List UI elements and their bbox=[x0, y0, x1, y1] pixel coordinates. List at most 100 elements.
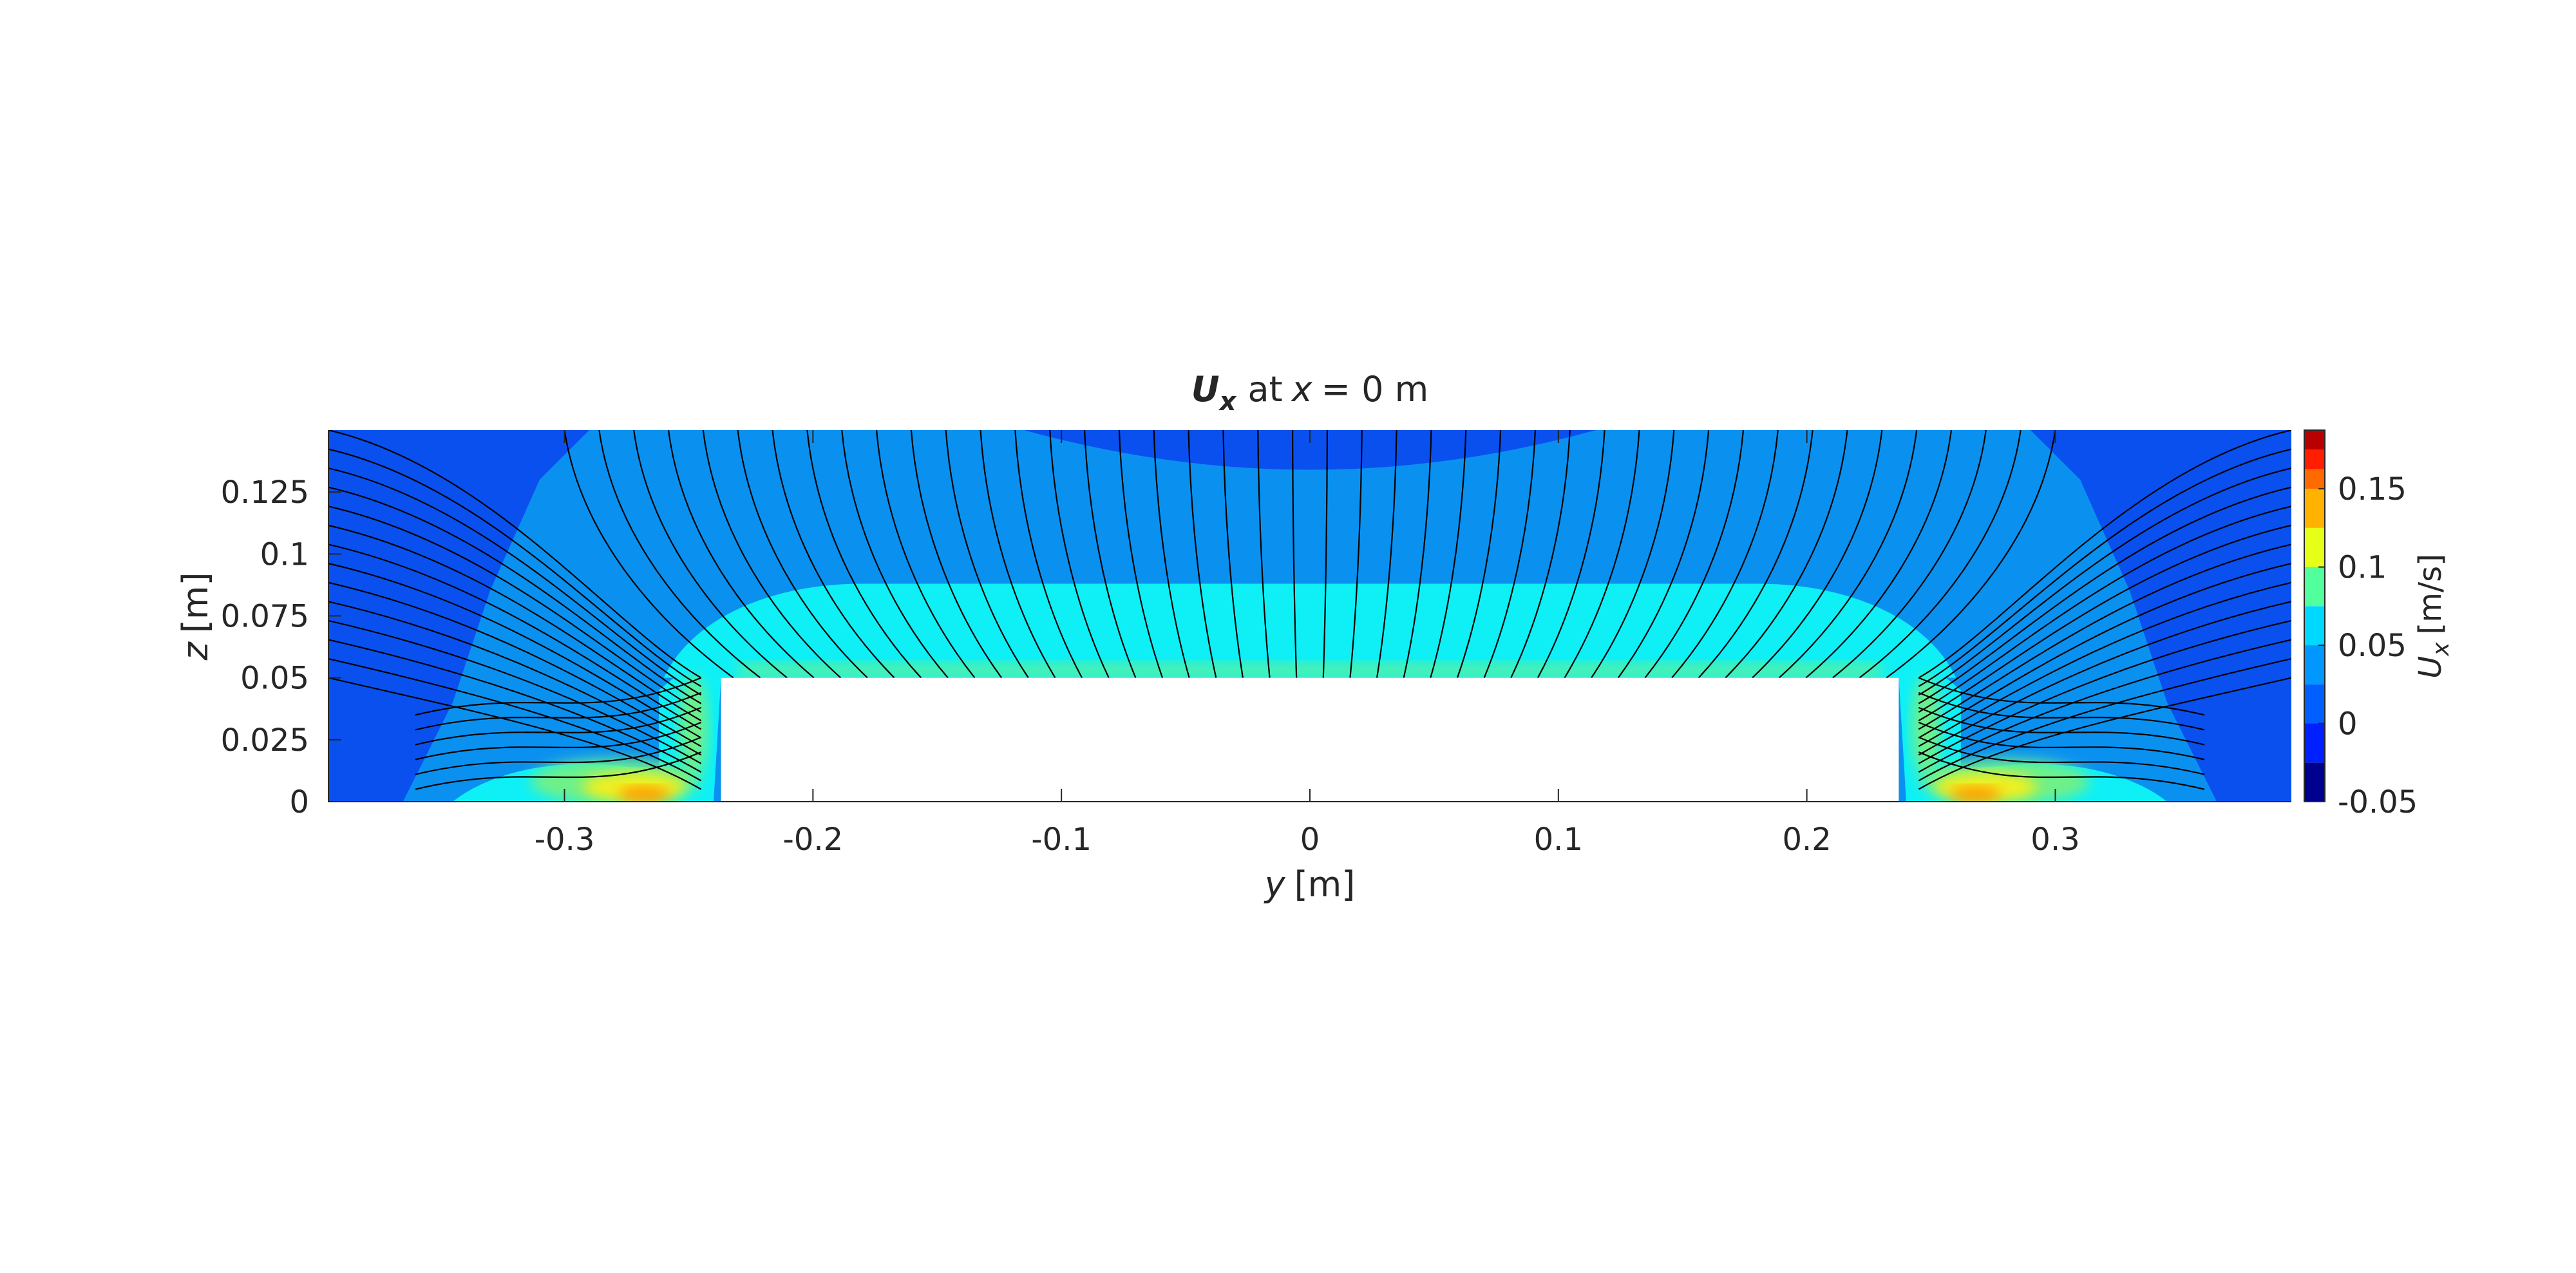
streamline bbox=[1918, 467, 2291, 696]
colorbar-tick-label: 0.05 bbox=[2338, 628, 2407, 664]
colorbar-tick-label: 0 bbox=[2338, 706, 2358, 742]
streamline bbox=[1188, 430, 1217, 678]
streamline bbox=[328, 505, 702, 713]
field-region-top-cap bbox=[1024, 430, 1596, 470]
streamline bbox=[667, 430, 815, 679]
streamline bbox=[328, 563, 702, 739]
colorbar-band bbox=[2304, 489, 2325, 528]
streamline bbox=[1918, 524, 2291, 722]
colorbar-symbol: U bbox=[2412, 656, 2448, 679]
streamline bbox=[841, 430, 949, 679]
colorbar-band bbox=[2304, 723, 2325, 763]
x-tick-label: -0.2 bbox=[783, 822, 844, 858]
streamline bbox=[1257, 430, 1271, 678]
streamline bbox=[1918, 751, 2205, 790]
streamline bbox=[1918, 563, 2291, 739]
streamline bbox=[328, 677, 702, 790]
title-subscript: x bbox=[1218, 387, 1237, 417]
streamline bbox=[1832, 430, 1987, 679]
streamline bbox=[1222, 430, 1244, 678]
streamline bbox=[415, 751, 702, 790]
streamline bbox=[328, 543, 702, 730]
colorbar-frame bbox=[2304, 429, 2325, 802]
streamline bbox=[1918, 721, 2205, 760]
streamline bbox=[1049, 430, 1110, 679]
streamline bbox=[1153, 430, 1190, 678]
streamline bbox=[328, 524, 702, 722]
streamline bbox=[1014, 430, 1083, 679]
y-axis-unit: [m] bbox=[175, 572, 216, 633]
streamline bbox=[1564, 430, 1640, 679]
colorbar-tick-label: 0.15 bbox=[2338, 471, 2407, 507]
streamline bbox=[1918, 706, 2205, 746]
obstacle-block bbox=[721, 677, 1899, 802]
y-tick-label: 0.025 bbox=[221, 722, 309, 759]
title-variable: x bbox=[1291, 369, 1313, 410]
streamline bbox=[772, 430, 895, 679]
colorbar-band bbox=[2304, 684, 2325, 724]
streamline bbox=[875, 430, 976, 679]
streamline bbox=[415, 692, 702, 731]
streamline bbox=[1083, 430, 1137, 679]
streamline bbox=[328, 448, 702, 687]
streamline bbox=[1778, 430, 1918, 679]
colorbar-band bbox=[2304, 762, 2325, 802]
streamline bbox=[1483, 430, 1537, 679]
streamline bbox=[1349, 430, 1363, 678]
field-region-cyan bbox=[663, 583, 1956, 678]
colorbar-bands bbox=[2304, 430, 2325, 802]
streamline bbox=[1591, 430, 1675, 679]
x-tick-label: -0.1 bbox=[1031, 822, 1092, 858]
streamline bbox=[633, 430, 788, 679]
streamline bbox=[1456, 430, 1502, 679]
colorbar-band bbox=[2304, 606, 2325, 646]
x-tick-label: -0.3 bbox=[535, 822, 595, 858]
streamline bbox=[1617, 430, 1710, 679]
colorbar-band bbox=[2304, 430, 2325, 450]
streamline bbox=[598, 430, 761, 679]
streamline bbox=[1510, 430, 1571, 679]
streamline bbox=[1322, 430, 1329, 678]
streamline bbox=[1671, 430, 1779, 679]
streamline bbox=[1376, 430, 1397, 678]
streamline bbox=[1918, 505, 2291, 713]
colorbar-ticks: -0.05 0 0.05 0.1 0.15 bbox=[2318, 471, 2418, 820]
streamline bbox=[1918, 430, 2291, 679]
x-tick-label: 0.1 bbox=[1534, 822, 1583, 858]
colorbar-label: Ux [m/s] bbox=[2412, 554, 2454, 679]
streamline bbox=[1886, 430, 2056, 679]
colorbar-tick-label: -0.05 bbox=[2338, 784, 2418, 820]
streamline bbox=[737, 430, 868, 679]
y-tick-label: 0.125 bbox=[221, 475, 309, 511]
streamline bbox=[1918, 677, 2205, 716]
streamline bbox=[910, 430, 1003, 679]
streamline bbox=[1918, 581, 2291, 748]
streamline bbox=[1918, 658, 2291, 782]
streamline bbox=[1430, 430, 1467, 678]
title-rest: = 0 m bbox=[1321, 369, 1429, 410]
y-axis-variable: z bbox=[175, 641, 216, 661]
streamline bbox=[1918, 448, 2291, 687]
streamline bbox=[564, 430, 734, 679]
colorbar-band bbox=[2304, 567, 2325, 607]
streamline bbox=[1291, 430, 1298, 678]
x-tick-label: 0.2 bbox=[1782, 822, 1831, 858]
x-tick-label: 0.3 bbox=[2031, 822, 2079, 858]
streamline bbox=[806, 430, 922, 679]
streamline bbox=[328, 658, 702, 782]
streamline bbox=[415, 677, 702, 716]
colorbar-band bbox=[2304, 527, 2325, 567]
streamline bbox=[328, 467, 702, 696]
x-axis-variable: y bbox=[1264, 864, 1286, 905]
streamline bbox=[945, 430, 1029, 679]
colorbar-unit: [m/s] bbox=[2412, 554, 2448, 634]
streamline bbox=[1752, 430, 1883, 679]
streamline bbox=[415, 706, 702, 746]
field-wall-jet-right bbox=[1911, 675, 1940, 779]
field-wall-jet-left bbox=[679, 675, 708, 779]
streamline bbox=[1918, 619, 2291, 764]
streamline bbox=[415, 721, 702, 760]
streamline bbox=[1918, 601, 2291, 756]
y-tick-label: 0.1 bbox=[260, 536, 309, 572]
